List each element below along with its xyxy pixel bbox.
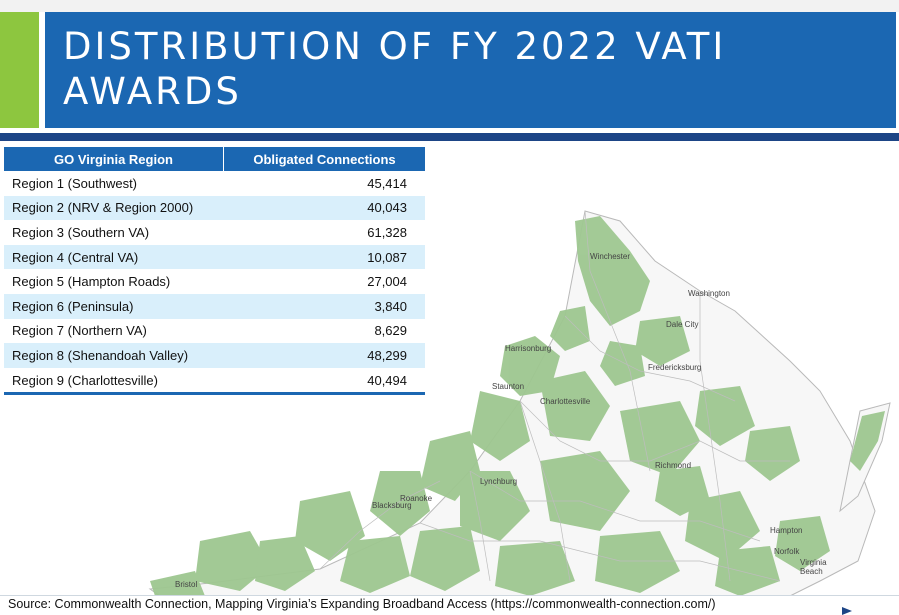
table-row: Region 7 (Northern VA) 8,629	[4, 319, 425, 344]
connections-value: 40,043	[223, 195, 425, 221]
connections-value: 61,328	[367, 224, 407, 240]
region-name: Region 4 (Central VA)	[4, 244, 224, 270]
connections-value: 3,840	[223, 293, 425, 319]
region-name: Region 9 (Charlottesville)	[12, 372, 158, 388]
svg-text:Hampton: Hampton	[770, 526, 802, 535]
title-underline	[0, 133, 899, 141]
table-row: Region 6 (Peninsula) 3,840	[4, 293, 425, 319]
svg-text:Harrisonburg: Harrisonburg	[505, 344, 551, 353]
region-name: Region 3 (Southern VA)	[12, 224, 150, 240]
svg-text:Norfolk: Norfolk	[774, 547, 800, 556]
table-row: Region 2 (NRV & Region 2000) 40,043	[4, 195, 425, 221]
svg-text:Virginia: Virginia	[800, 558, 827, 567]
table-row: Region 5 (Hampton Roads) 27,004	[4, 269, 425, 294]
footer-rule	[0, 595, 899, 596]
svg-text:Bristol: Bristol	[175, 580, 197, 589]
svg-text:Fredericksburg: Fredericksburg	[648, 363, 701, 372]
svg-text:Richmond: Richmond	[655, 461, 691, 470]
region-name: Region 2 (NRV & Region 2000)	[4, 195, 224, 221]
region-name: Region 8 (Shenandoah Valley)	[4, 343, 224, 368]
title-banner: DISTRIBUTION OF FY 2022 VATI AWARDS	[45, 12, 896, 128]
connections-value: 8,629	[374, 323, 407, 339]
table-row: Region 4 (Central VA) 10,087	[4, 244, 425, 270]
svg-text:Charlottesville: Charlottesville	[540, 397, 591, 406]
svg-text:Lynchburg: Lynchburg	[480, 477, 517, 486]
accent-bar	[0, 12, 39, 128]
svg-text:Dale City: Dale City	[666, 320, 698, 329]
connections-value: 40,494	[367, 372, 407, 388]
svg-text:Blacksburg: Blacksburg	[372, 501, 412, 510]
svg-text:Staunton: Staunton	[492, 382, 524, 391]
svg-text:Washington: Washington	[688, 289, 730, 298]
table-row: Region 3 (Southern VA) 61,328	[4, 220, 425, 245]
virginia-broadband-map: Washington Dale City Fredericksburg Harr…	[148, 210, 891, 596]
source-citation: Source: Commonwealth Connection, Mapping…	[8, 597, 716, 611]
svg-text:Beach: Beach	[800, 567, 823, 576]
connections-value: 45,414	[367, 175, 407, 191]
region-name: Region 6 (Peninsula)	[4, 293, 224, 319]
connections-value: 48,299	[223, 343, 425, 368]
svg-text:Roanoke: Roanoke	[400, 494, 433, 503]
connections-value: 10,087	[223, 244, 425, 270]
connections-value: 27,004	[367, 274, 407, 290]
header-connections: Obligated Connections	[223, 147, 425, 171]
slide-title: DISTRIBUTION OF FY 2022 VATI AWARDS	[63, 25, 727, 113]
table-row: Region 1 (Southwest) 45,414	[4, 171, 425, 196]
arrow-icon	[842, 607, 852, 615]
region-name: Region 1 (Southwest)	[12, 175, 138, 191]
table-row: Region 9 (Charlottesville) 40,494	[4, 368, 425, 394]
table-row: Region 8 (Shenandoah Valley) 48,299	[4, 343, 425, 368]
svg-text:Winchester: Winchester	[590, 252, 630, 261]
region-connections-table: GO Virginia Region Obligated Connections…	[4, 147, 425, 396]
table-header-row: GO Virginia Region Obligated Connections	[4, 147, 425, 171]
header-region: GO Virginia Region	[4, 147, 224, 171]
region-name: Region 5 (Hampton Roads)	[12, 274, 171, 290]
top-strip	[0, 0, 899, 12]
region-name: Region 7 (Northern VA)	[12, 323, 147, 339]
county-lines	[319, 210, 790, 582]
